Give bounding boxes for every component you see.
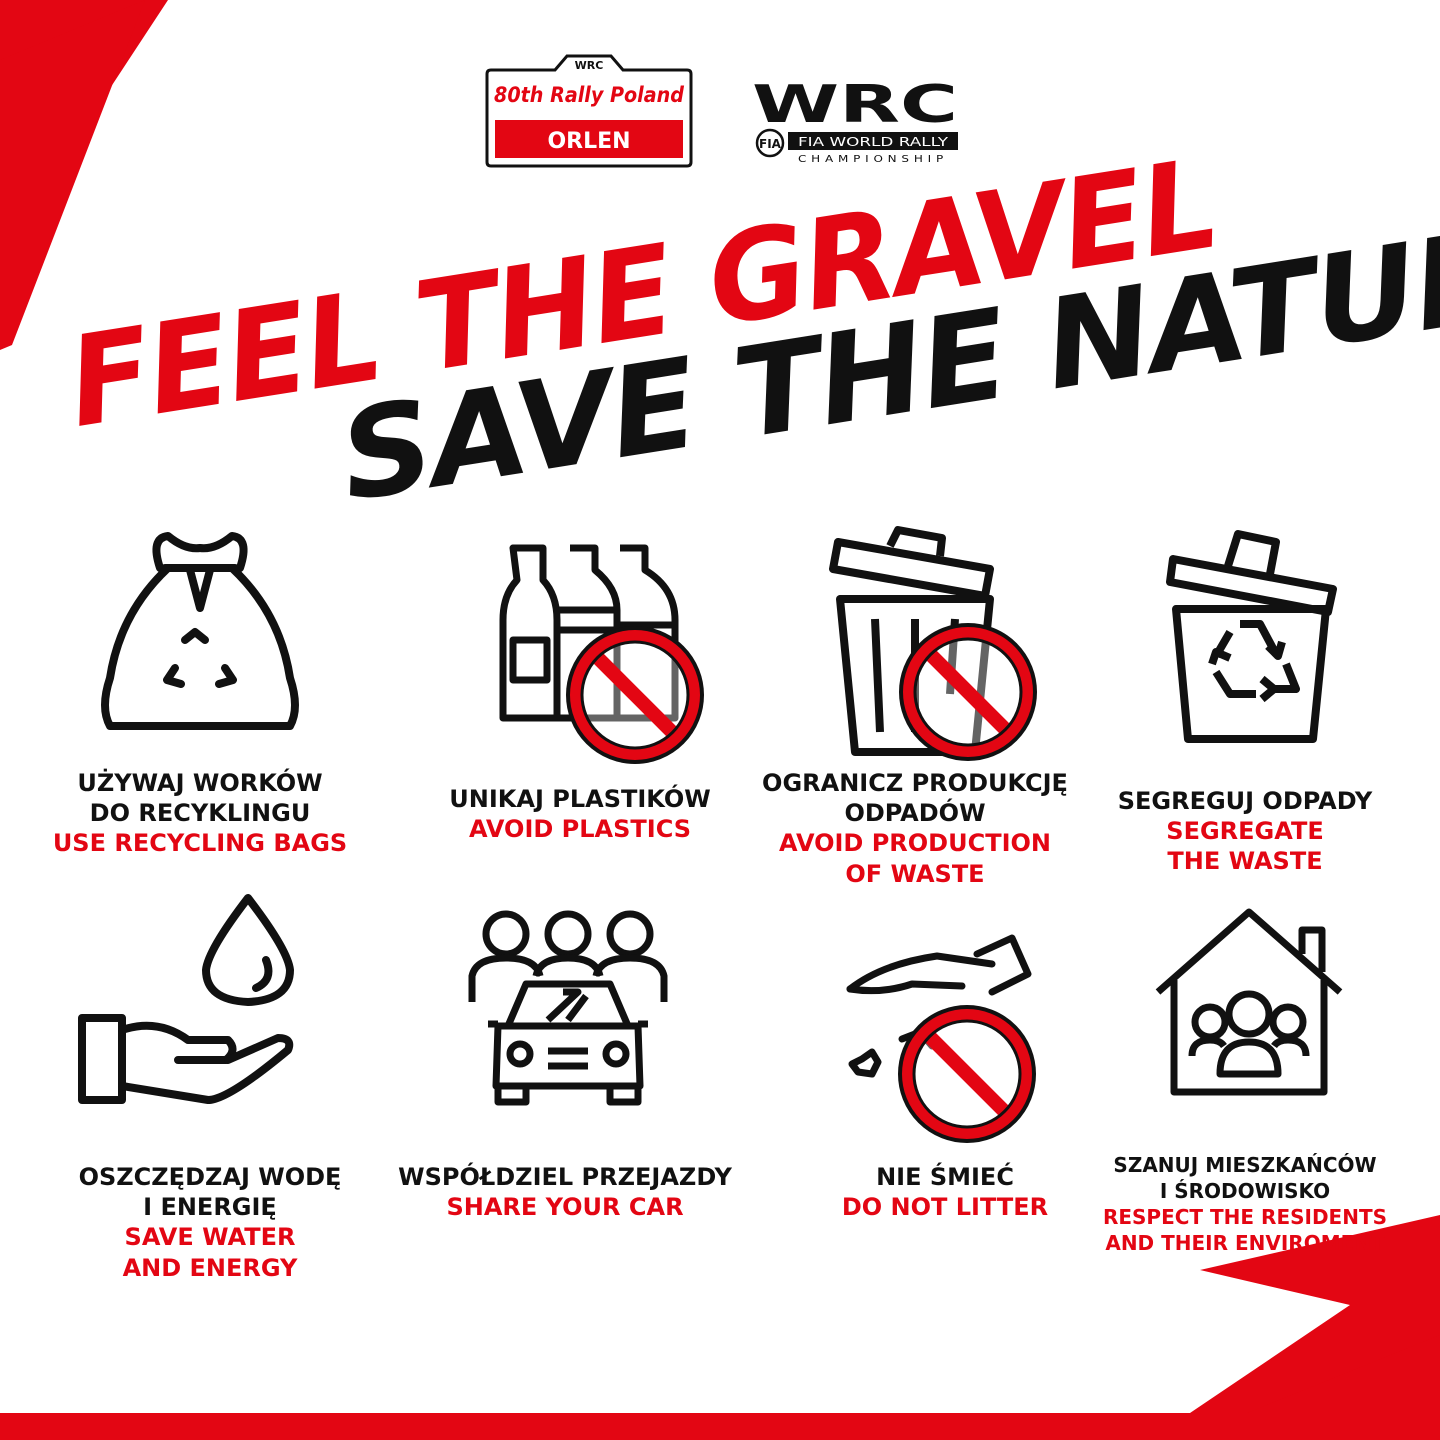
tip-6-pl-line-1: WSPÓŁDZIEL PRZEJAZDY [398, 1163, 732, 1191]
tip-8-pl-line-2: I ŚRODOWISKO [1159, 1179, 1331, 1203]
tip-3-pl-line-2: ODPADÓW [844, 799, 986, 828]
bottom-bar [0, 1413, 1440, 1440]
carpool-icon [468, 906, 668, 1106]
tip-3-en-line-2: OF WASTE [845, 859, 985, 888]
tip-5-en-line-1: SAVE WATER [124, 1223, 296, 1252]
tip-7-en-line-1: DO NOT LITTER [841, 1193, 1049, 1222]
no-trash-can-icon [829, 524, 1050, 764]
tip-2-pl-line-1: UNIKAJ PLASTIKÓW [449, 785, 711, 813]
rally-sponsor: ORLEN [547, 129, 630, 154]
recycle-bin-icon [1166, 524, 1338, 744]
tip-3-pl-line-1: OGRANICZ PRODUKCJĘ [762, 769, 1068, 797]
water-drop-hand-icon [78, 890, 298, 1110]
tip-6-en-line-1: SHARE YOUR CAR [446, 1193, 684, 1222]
tip-8-caption: SZANUJ MIESZKAŃCÓW I ŚRODOWISKO RESPECT … [1080, 1152, 1410, 1256]
tip-5-caption: OSZCZĘDZAJ WODĘ I ENERGIĘ SAVE WATER AND… [30, 1162, 390, 1283]
wrc-tagline-2: CHAMPIONSHIP [798, 154, 948, 164]
tip-1-en-line-1: USE RECYCLING BAGS [52, 829, 348, 858]
tip-1-caption: UŻYWAJ WORKÓW DO RECYKLINGU USE RECYCLIN… [30, 768, 370, 859]
tip-8-en-line-1: RESPECT THE RESIDENTS [1102, 1205, 1388, 1229]
tip-3-en-line-1: AVOID PRODUCTION [779, 829, 1051, 858]
rally-poland-logo: WRC 80th Rally Poland ORLEN [483, 50, 695, 168]
tip-2-en-line-1: AVOID PLASTICS [468, 815, 692, 844]
tip-4-pl-line-1: SEGREGUJ ODPADY [1117, 787, 1373, 815]
no-littering-icon [842, 934, 1042, 1144]
tip-4-caption: SEGREGUJ ODPADY SEGREGATE THE WASTE [1075, 786, 1415, 877]
recycling-bag-icon [90, 528, 310, 738]
tip-3-caption: OGRANICZ PRODUKCJĘ ODPADÓW AVOID PRODUCT… [740, 768, 1090, 889]
tip-8-en-line-2: AND THEIR ENVIROMENT [1105, 1231, 1385, 1255]
wrc-mark: WRC [752, 75, 958, 135]
rally-badge: WRC [575, 59, 604, 72]
tip-4-en-line-2: THE WASTE [1167, 847, 1323, 876]
tip-1-pl-line-2: DO RECYKLINGU [89, 799, 311, 828]
tip-2-caption: UNIKAJ PLASTIKÓW AVOID PLASTICS [410, 784, 750, 844]
tip-5-pl-line-2: I ENERGIĘ [143, 1193, 277, 1222]
tip-5-en-line-2: AND ENERGY [122, 1253, 298, 1282]
tip-5-pl-line-1: OSZCZĘDZAJ WODĘ [78, 1163, 342, 1191]
tip-8-pl-line-1: SZANUJ MIESZKAŃCÓW [1113, 1153, 1377, 1177]
tip-7-caption: NIE ŚMIEĆ DO NOT LITTER [780, 1162, 1110, 1222]
no-plastic-bottles-icon [495, 540, 715, 764]
tip-6-caption: WSPÓŁDZIEL PRZEJAZDY SHARE YOUR CAR [385, 1162, 745, 1222]
fia-mark: FIA [759, 137, 782, 151]
rally-name: 80th Rally Poland [494, 83, 685, 107]
tip-7-pl-line-1: NIE ŚMIEĆ [876, 1163, 1014, 1191]
wrc-tagline-1: FIA WORLD RALLY [798, 135, 949, 149]
shard-left-long [0, 0, 145, 350]
wrc-logo: WRC FIA FIA WORLD RALLY CHAMPIONSHIP [748, 72, 962, 165]
tip-4-en-line-1: SEGREGATE [1166, 817, 1324, 846]
house-residents-icon [1152, 904, 1347, 1099]
tip-1-pl-line-1: UŻYWAJ WORKÓW [77, 769, 323, 797]
